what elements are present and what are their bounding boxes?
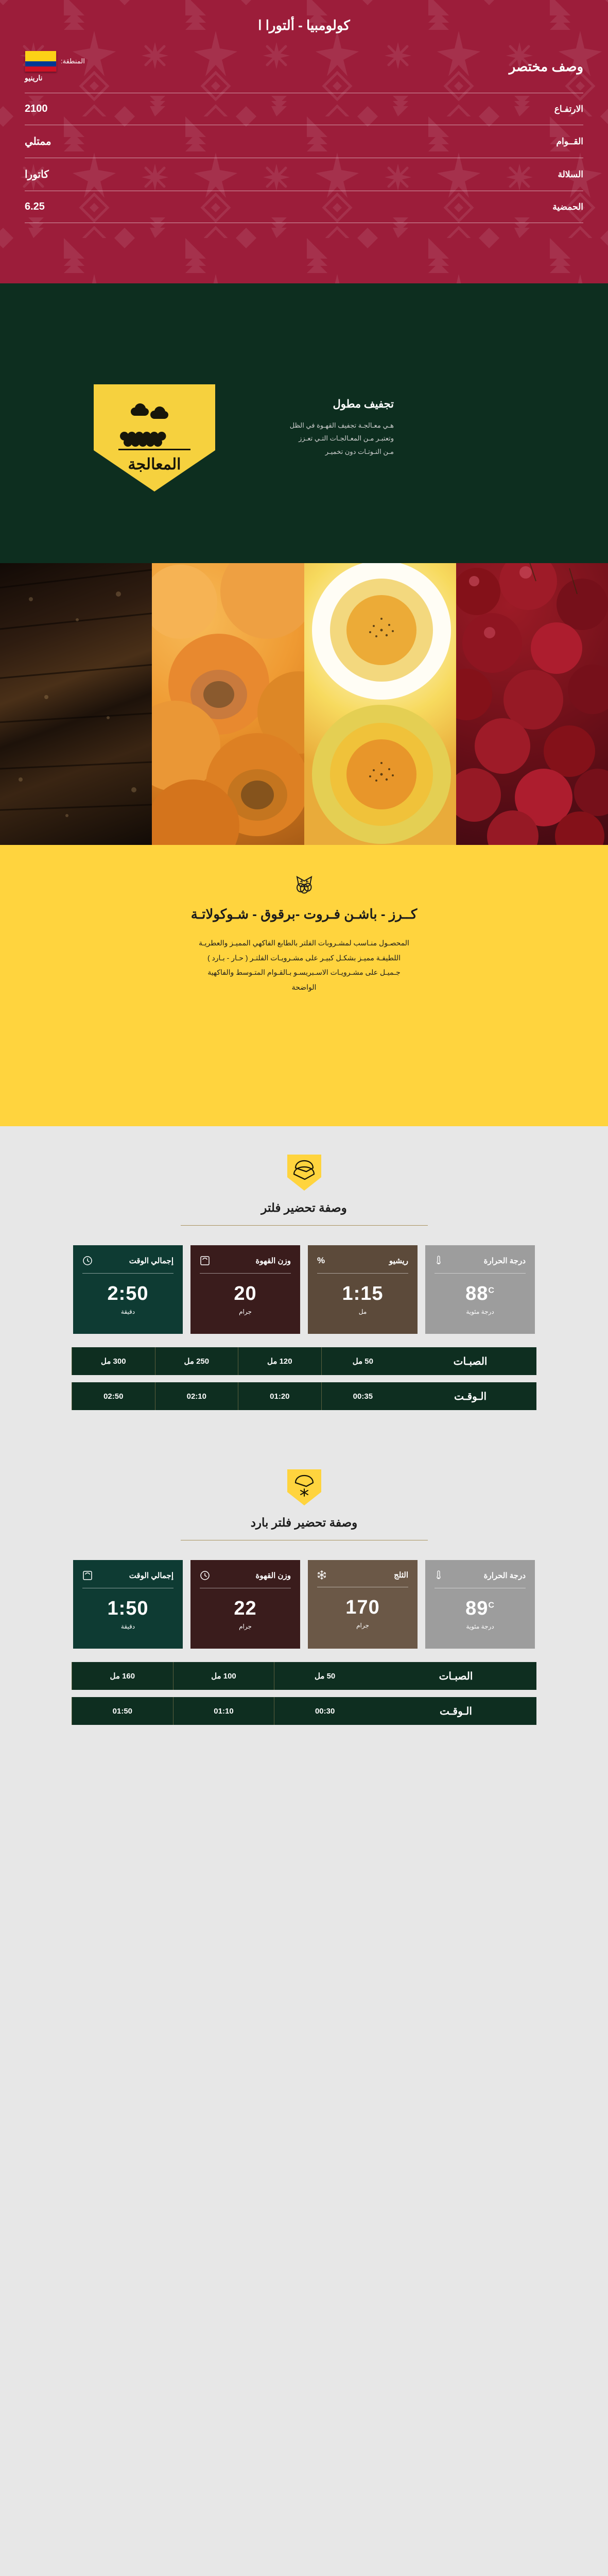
svg-text:المعالجة: المعالجة	[128, 456, 181, 473]
